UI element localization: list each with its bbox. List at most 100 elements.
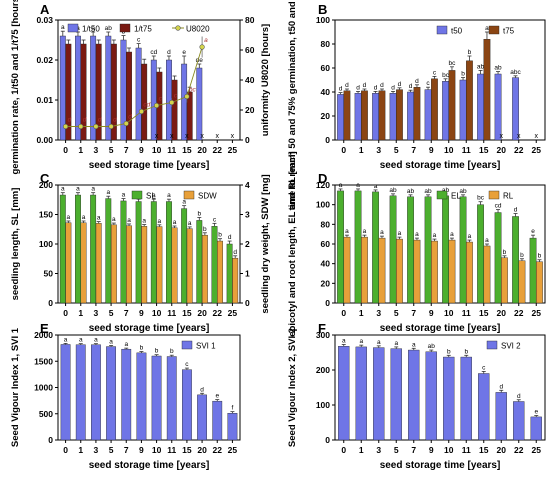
significance-letter: d [380,82,384,89]
y-tick-label: 200 [39,180,53,190]
bar-t50 [442,80,449,141]
x-tick-label: 20 [197,145,207,155]
significance-letter: b [461,71,465,78]
bar-SVI-2 [355,346,367,441]
significance-letter: b [464,348,468,355]
x-tick-label: 20 [197,308,207,318]
significance-letter: d [499,383,503,390]
x-axis-label: seed storage time [years] [89,460,210,471]
significance-letter: d [339,86,343,93]
point-U8020 [138,108,145,115]
significance-letter: a [142,218,146,225]
x-tick-label: 11 [462,445,471,455]
x-tick-label: 10 [152,145,162,155]
bar-EL [494,212,502,304]
panel-letter-B: B [318,2,327,17]
y2-tick-label: 2 [245,239,250,249]
significance-letter: a [412,341,416,348]
significance-letter: d [128,114,132,121]
y-axis-label: seedling length, SL [mm] [10,188,21,301]
bar-SVI-2 [513,401,525,441]
bar-SDW [141,226,148,304]
bar-1-t75 [126,51,132,141]
bar-SL [226,243,233,304]
bar-SVI-1 [60,344,71,441]
missing-marker: x [185,133,189,140]
bar-t50 [337,94,344,141]
y-tick-label: 2000 [34,330,53,340]
bar-t75 [378,90,386,141]
missing-marker: x [535,133,539,140]
bar-EL [442,195,449,304]
significance-letter: a [91,25,95,32]
bar-SVI-2 [478,373,490,441]
bar-1-t50 [150,59,157,141]
bar-EL [372,191,379,304]
x-tick-label: 15 [182,145,192,155]
panel-letter-A: A [40,2,50,17]
x-tick-label: 5 [109,308,114,318]
x-tick-label: 9 [429,145,434,155]
x-tick-label: 0 [341,445,346,455]
x-tick-label: 0 [63,445,68,455]
bar-t75 [431,78,438,141]
legend-label-RL: RL [503,192,514,201]
significance-letter: a [152,192,156,199]
bar-SVI-1 [151,355,162,441]
x-tick-label: 25 [532,145,542,155]
significance-letter: a [363,228,367,235]
y-tick-label: 0.03 [36,15,53,25]
y-tick-label: 120 [316,180,330,190]
significance-letter: b [503,249,507,256]
bar-RL [536,261,543,304]
x-tick-label: 11 [167,445,176,455]
significance-letter: b [155,348,159,355]
significance-letter: d [113,117,117,124]
y-tick-label: 20 [321,278,331,288]
legend-label-t75: t75 [503,27,515,36]
x-tick-label: 22 [514,445,524,455]
x-tick-label: 25 [532,445,542,455]
significance-letter: b [538,253,542,260]
y-tick-label: 0 [48,435,53,445]
significance-letter: a [97,215,101,222]
significance-letter: d [98,117,102,124]
significance-letter: ab [105,25,113,32]
x-axis-label: seed storage time [years] [380,160,501,171]
x-tick-label: 3 [376,145,381,155]
x-tick-label: 25 [228,308,238,318]
panel-letter-D: D [318,171,327,186]
significance-letter: a [61,186,65,193]
significance-letter: a [79,337,83,344]
bar-SVI-2 [425,351,437,441]
bar-SDW [201,234,208,304]
x-tick-label: 1 [78,308,83,318]
legend-label-SDW: SDW [198,192,217,201]
significance-letter: d [83,117,87,124]
y-tick-label: 0 [325,135,330,145]
x-tick-label: 15 [182,308,192,318]
significance-letter: b [520,252,524,259]
bar-t50 [407,91,414,141]
x-tick-label: 20 [197,445,207,455]
x-axis-label: seed storage time [years] [380,323,501,334]
bar-1-t50 [196,67,203,141]
significance-letter: a [468,233,472,240]
x-tick-label: 5 [394,145,399,155]
significance-letter: d [363,82,367,89]
x-tick-label: 5 [394,445,399,455]
significance-letter: d [200,386,204,393]
significance-letter: a [188,220,192,227]
line-U8020 [65,46,203,127]
x-tick-label: 3 [376,308,381,318]
x-tick-label: 7 [124,145,129,155]
x-tick-label: 7 [411,308,416,318]
significance-letter: b [468,49,472,56]
significance-letter: de [196,57,204,64]
bar-SL [59,194,66,304]
significance-letter: a [61,24,65,31]
x-tick-label: 5 [394,308,399,318]
significance-letter: c [137,37,141,44]
y-tick-label: 0 [325,298,330,308]
bar-t50 [372,92,379,141]
